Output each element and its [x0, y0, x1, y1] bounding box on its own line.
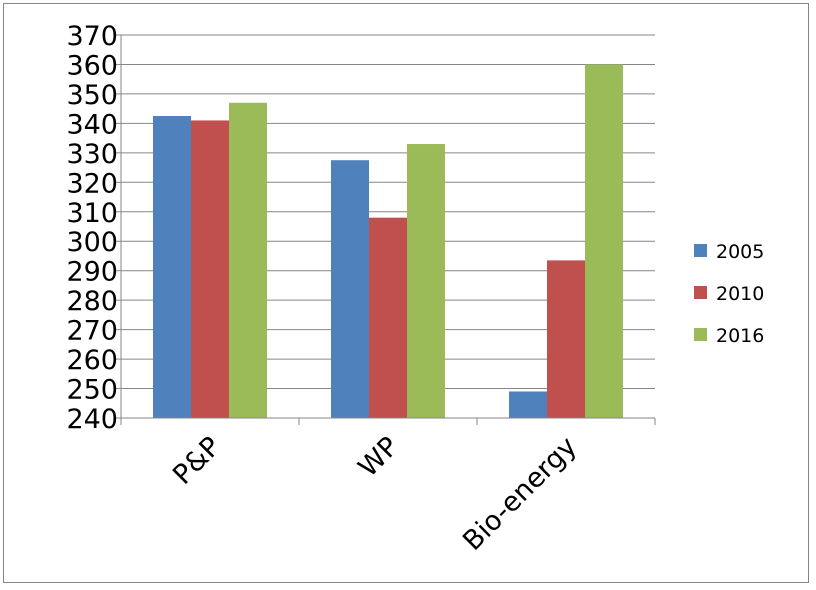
legend-swatch	[694, 286, 707, 299]
y-tick-label: 300	[66, 227, 118, 258]
bars	[153, 64, 623, 419]
bar-2005-Bio-energy	[509, 391, 547, 418]
y-tick-label: 330	[66, 139, 118, 170]
legend-item: 2010	[694, 283, 764, 305]
legend-label: 2010	[716, 283, 764, 305]
y-tick-label: 290	[66, 257, 118, 288]
legend-swatch	[694, 244, 707, 257]
category-label: P&P	[167, 431, 227, 491]
y-tick-label: 310	[66, 198, 118, 229]
category-labels: P&P WP Bio-energy	[167, 431, 583, 557]
bar-2010-WP	[369, 217, 407, 418]
y-tick-label: 250	[66, 375, 118, 406]
legend-label: 2016	[716, 325, 764, 347]
legend-swatch	[694, 328, 707, 341]
y-tick-label: 320	[66, 168, 118, 199]
bar-2016-Bio-energy	[585, 64, 623, 418]
legend-item: 2016	[694, 325, 764, 347]
bar-2010-P&P	[191, 120, 229, 418]
y-tick-labels: 2402502602702802903003103203303403503603…	[66, 21, 118, 435]
legend-item: 2005	[694, 241, 764, 263]
category-label: WP	[353, 431, 405, 483]
category-label: Bio-energy	[457, 431, 583, 557]
legend-label: 2005	[716, 241, 764, 263]
y-tick-label: 280	[66, 286, 118, 317]
y-tick-label: 340	[66, 109, 118, 140]
legend: 2005 2010 2016	[694, 241, 764, 347]
bar-2005-WP	[331, 160, 369, 418]
bar-2010-Bio-energy	[547, 260, 585, 418]
bar-2016-WP	[407, 144, 445, 418]
y-tick-label: 270	[66, 316, 118, 347]
y-tick-label: 350	[66, 80, 118, 111]
y-tick-label: 360	[66, 50, 118, 81]
bar-2016-P&P	[229, 102, 267, 418]
y-tick-label: 240	[66, 404, 118, 435]
bar-2005-P&P	[153, 116, 191, 419]
y-tick-label: 370	[66, 21, 118, 52]
y-tick-label: 260	[66, 345, 118, 376]
axes	[115, 34, 656, 425]
